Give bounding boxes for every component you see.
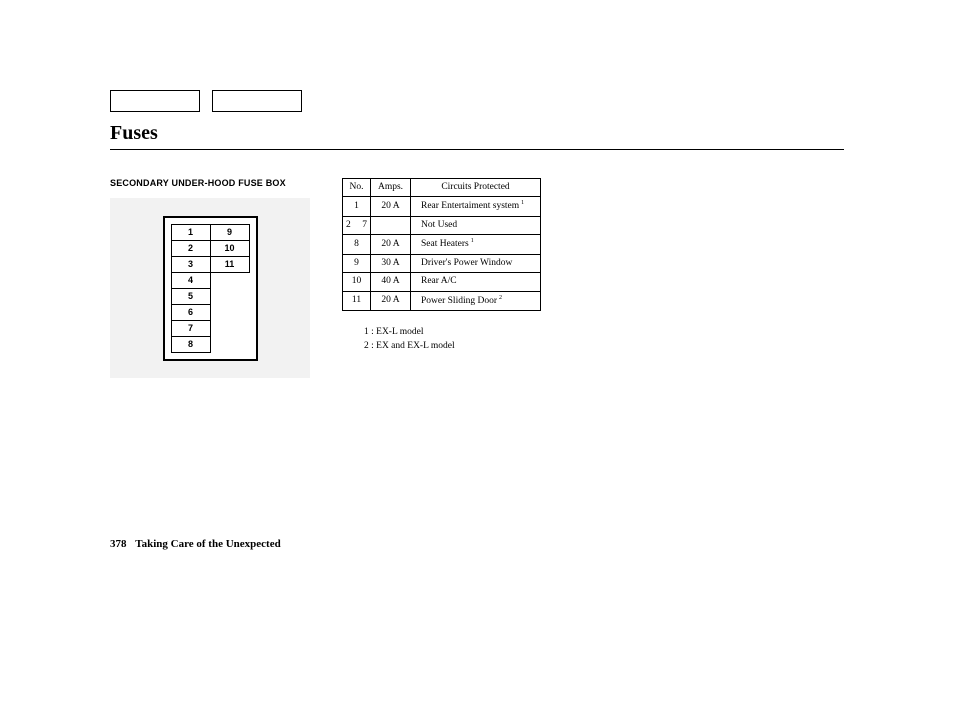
left-column: SECONDARY UNDER-HOOD FUSE BOX 1 2 3 4 5 … — [110, 178, 310, 378]
page-title: Fuses — [110, 122, 844, 150]
table-row: 10 40 A Rear A/C — [343, 273, 541, 291]
nav-box-1 — [110, 90, 200, 112]
nav-box-2 — [212, 90, 302, 112]
table-row: 8 20 A Seat Heaters1 — [343, 235, 541, 255]
footer-section: Taking Care of the Unexpected — [135, 538, 280, 550]
top-nav-boxes — [110, 90, 844, 112]
cell-circ: Driver's Power Window — [411, 254, 541, 272]
cell-no-range: 2–7 — [343, 216, 371, 234]
th-no: No. — [343, 179, 371, 197]
fuse-slot: 2 — [171, 240, 211, 257]
fuse-slot: 9 — [210, 224, 250, 241]
cell-no: 10 — [343, 273, 371, 291]
th-amps: Amps. — [371, 179, 411, 197]
fuse-slot: 10 — [210, 240, 250, 257]
fusebox-diagram-frame: 1 2 3 4 5 6 7 8 9 10 11 — [110, 198, 310, 378]
page: Fuses SECONDARY UNDER-HOOD FUSE BOX 1 2 … — [0, 0, 954, 710]
table-row: 1 20 A Rear Entertaiment system1 — [343, 197, 541, 217]
table-row: 9 30 A Driver's Power Window — [343, 254, 541, 272]
cell-no: 1 — [343, 197, 371, 217]
cell-circ: Seat Heaters1 — [411, 235, 541, 255]
fuse-slot: 5 — [171, 288, 211, 305]
cell-circ: Power Sliding Door2 — [411, 291, 541, 311]
table-header-row: No. Amps. Circuits Protected — [343, 179, 541, 197]
fusebox-col-left: 1 2 3 4 5 6 7 8 — [171, 224, 211, 353]
fusebox-col-right: 9 10 11 — [211, 224, 250, 353]
right-column: No. Amps. Circuits Protected 1 20 A Rear… — [346, 178, 844, 354]
fuse-slot: 8 — [171, 336, 211, 353]
th-circ: Circuits Protected — [411, 179, 541, 197]
cell-amps: 20 A — [371, 235, 411, 255]
page-number: 378 — [110, 538, 127, 550]
fuse-slot: 11 — [210, 256, 250, 273]
cell-circ: Rear Entertaiment system1 — [411, 197, 541, 217]
fusebox-subhead: SECONDARY UNDER-HOOD FUSE BOX — [110, 178, 310, 188]
cell-amps: 40 A — [371, 273, 411, 291]
cell-no: 11 — [343, 291, 371, 311]
fusebox-diagram: 1 2 3 4 5 6 7 8 9 10 11 — [163, 216, 258, 361]
cell-amps: 20 A — [371, 197, 411, 217]
cell-no: 8 — [343, 235, 371, 255]
cell-circ: Not Used — [411, 216, 541, 234]
table-row: 2–7 Not Used — [343, 216, 541, 234]
fuse-slot: 1 — [171, 224, 211, 241]
fuse-table: No. Amps. Circuits Protected 1 20 A Rear… — [342, 178, 541, 311]
page-footer: 378 Taking Care of the Unexpected — [110, 538, 281, 550]
table-row: 11 20 A Power Sliding Door2 — [343, 291, 541, 311]
cell-amps: 20 A — [371, 291, 411, 311]
cell-amps — [371, 216, 411, 234]
cell-circ: Rear A/C — [411, 273, 541, 291]
fuse-slot: 7 — [171, 320, 211, 337]
content-row: SECONDARY UNDER-HOOD FUSE BOX 1 2 3 4 5 … — [110, 178, 844, 378]
fuse-slot: 4 — [171, 272, 211, 289]
cell-no: 9 — [343, 254, 371, 272]
fuse-slot: 6 — [171, 304, 211, 321]
footnotes: 1 : EX-L model 2 : EX and EX-L model — [364, 325, 844, 354]
footnote-line: 1 : EX-L model — [364, 325, 844, 339]
footnote-line: 2 : EX and EX-L model — [364, 339, 844, 353]
fuse-slot: 3 — [171, 256, 211, 273]
cell-amps: 30 A — [371, 254, 411, 272]
